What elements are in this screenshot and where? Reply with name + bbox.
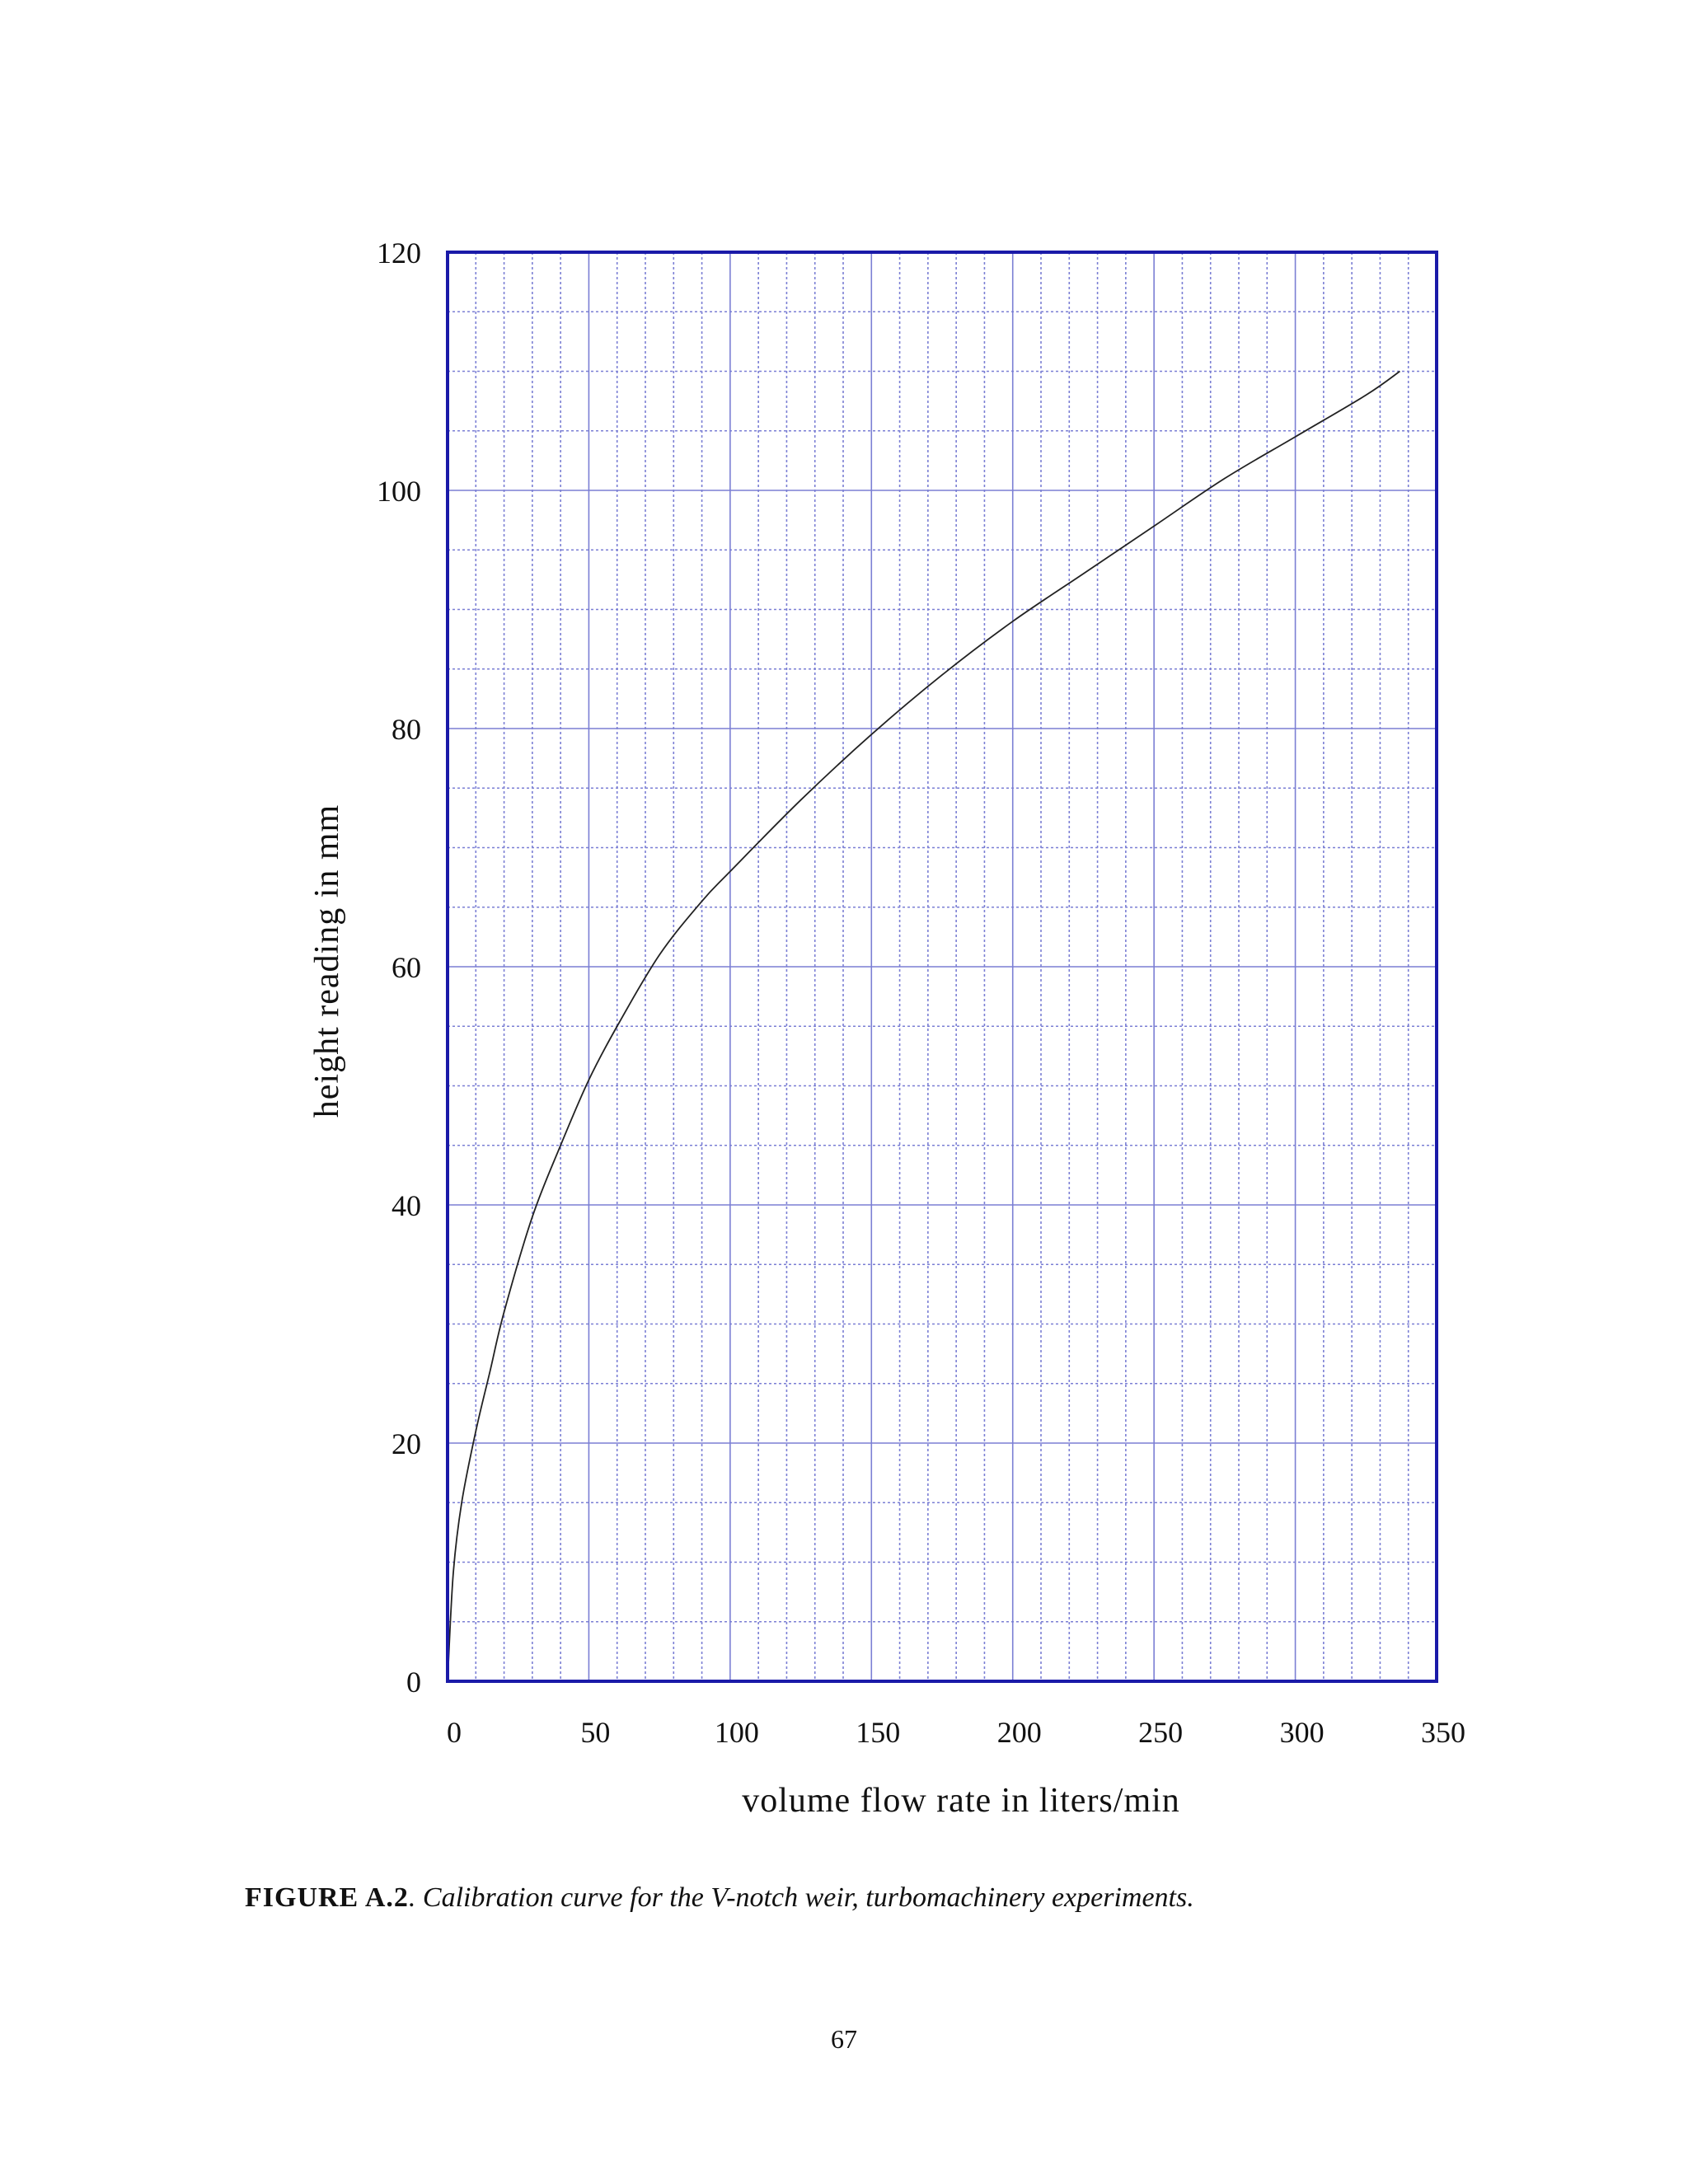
x-tick-label: 250 (1138, 1716, 1183, 1749)
x-tick-label: 100 (715, 1716, 759, 1749)
series-layer (447, 370, 1400, 1682)
page-number: 67 (831, 2024, 857, 2054)
figure-label: FIGURE A.2 (245, 1882, 409, 1913)
x-axis-title: volume flow rate in liters/min (742, 1782, 1180, 1820)
x-tick-label: 200 (997, 1716, 1042, 1749)
figure-caption: FIGURE A.2. Calibration curve for the V-… (245, 1882, 1564, 1914)
x-tick-label: 0 (447, 1716, 462, 1749)
series-line-0 (447, 370, 1400, 1682)
y-tick-label: 20 (392, 1427, 421, 1460)
y-tick-label: 40 (392, 1189, 421, 1222)
plot-frame (446, 251, 1438, 1683)
x-tick-label: 300 (1280, 1716, 1325, 1749)
x-tick-labels: 0 50 100 150 200 250 300 350 (447, 1716, 1465, 1749)
x-tick-label: 150 (856, 1716, 900, 1749)
y-axis-title: height reading in mm (308, 804, 346, 1118)
y-tick-label: 80 (392, 713, 421, 746)
x-tick-label: 50 (580, 1716, 610, 1749)
figure-caption-text: . Calibration curve for the V-notch weir… (408, 1882, 1194, 1913)
y-tick-label: 120 (377, 237, 421, 269)
y-tick-label: 60 (392, 951, 421, 984)
y-tick-label: 100 (377, 475, 421, 508)
y-tick-label: 0 (406, 1666, 421, 1699)
y-tick-labels: 0 20 40 60 80 100 120 (377, 237, 421, 1699)
x-tick-label: 350 (1421, 1716, 1465, 1749)
major-gridlines (448, 252, 1437, 1681)
